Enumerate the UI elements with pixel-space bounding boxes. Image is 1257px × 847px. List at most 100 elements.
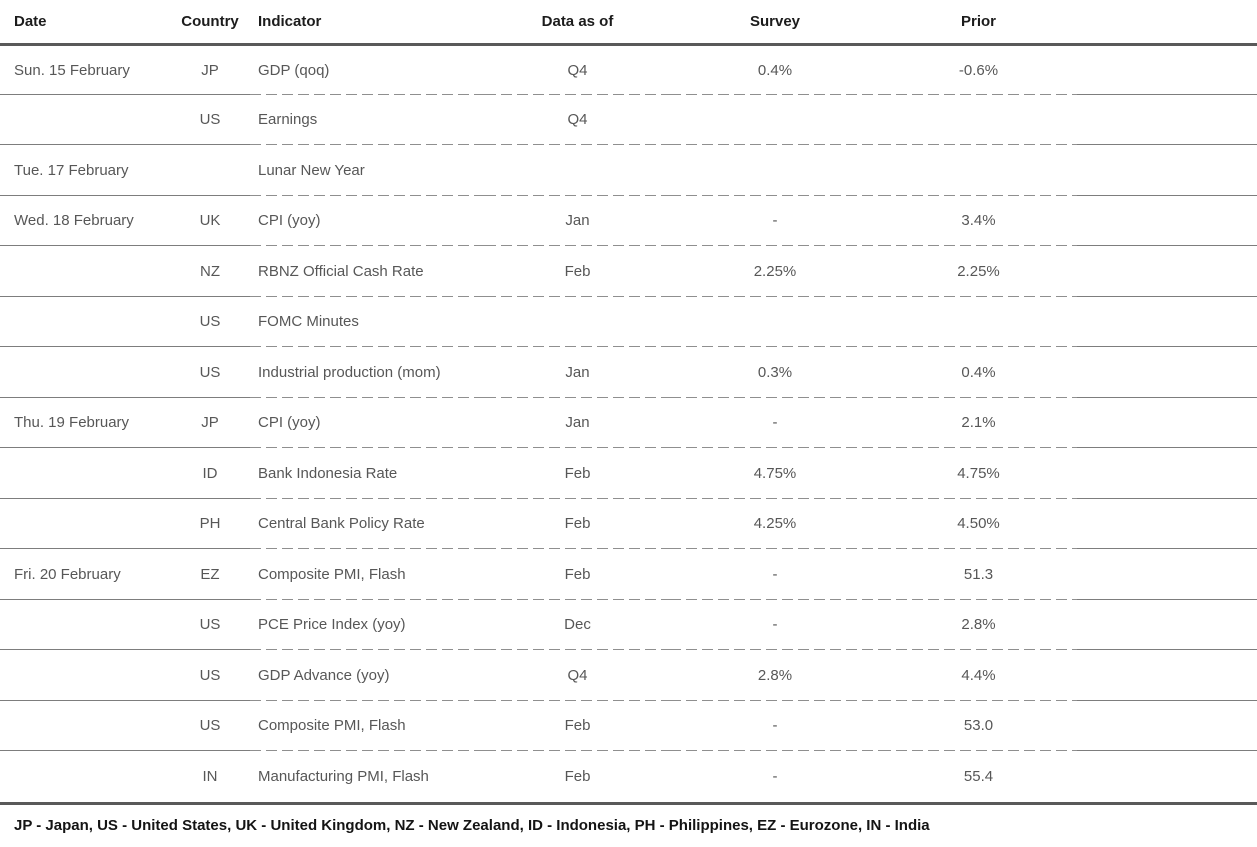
cell-indicator: Composite PMI, Flash <box>250 700 485 751</box>
table-row: US Earnings Q4 <box>0 94 1257 145</box>
cell-data-as-of: Feb <box>485 549 670 600</box>
cell-country: ID <box>170 448 250 499</box>
cell-indicator: Earnings <box>250 94 485 145</box>
cell-survey: - <box>670 549 880 600</box>
country-code-legend: JP - Japan, US - United States, UK - Uni… <box>0 801 1257 847</box>
cell-country: UK <box>170 195 250 246</box>
cell-filler <box>1077 549 1257 600</box>
table-row: NZ RBNZ Official Cash Rate Feb 2.25% 2.25% <box>0 246 1257 297</box>
cell-date: Wed. 18 February <box>0 195 170 246</box>
cell-date <box>0 94 170 145</box>
cell-date <box>0 751 170 802</box>
cell-indicator: CPI (yoy) <box>250 195 485 246</box>
cell-indicator: Manufacturing PMI, Flash <box>258 767 429 785</box>
cell-survey: - <box>670 599 880 650</box>
cell-data-as-of: Q4 <box>485 44 670 95</box>
cell-survey: 0.3% <box>670 347 880 398</box>
cell-filler <box>1077 347 1257 398</box>
cell-country: JP <box>170 397 250 448</box>
column-header-filler <box>1077 0 1257 46</box>
table-row: US FOMC Minutes <box>0 296 1257 347</box>
cell-prior: 4.75% <box>880 448 1077 499</box>
header-row: Date Country Indicator Data as of Survey… <box>0 0 1257 46</box>
table-row: Fri. 20 February EZ Composite PMI, Flash Fe… <box>0 549 1257 600</box>
cell-country: JP <box>170 44 250 95</box>
cell-prior: 2.25% <box>880 246 1077 297</box>
cell-date <box>0 347 170 398</box>
cell-filler <box>1077 94 1257 145</box>
cell-country: US <box>170 700 250 751</box>
cell-survey: 4.75% <box>670 448 880 499</box>
table-row: Sun. 15 February JP GDP (qoq) Q4 0.4% -0.6% <box>0 44 1257 95</box>
cell-survey: 2.25% <box>670 246 880 297</box>
table-row: US PCE Price Index (yoy) Dec -2.8% <box>0 599 1257 650</box>
cell-filler <box>1077 599 1257 650</box>
cell-indicator: Central Bank Policy Rate <box>250 498 485 549</box>
cell-data-as-of: Q4 <box>485 94 670 145</box>
cell-country: US <box>170 650 250 701</box>
cell-survey: - <box>670 195 880 246</box>
cell-date <box>0 650 170 701</box>
cell-prior: 51.3 <box>880 549 1077 600</box>
cell-filler <box>1077 751 1257 802</box>
column-header-survey: Survey <box>670 0 880 46</box>
cell-survey: - <box>670 700 880 751</box>
cell-indicator: GDP Advance (yoy) <box>250 650 485 701</box>
cell-country: IN <box>202 767 218 785</box>
table-row: Tue. 17 February Lunar New Year <box>0 145 1257 196</box>
column-header-date: Date <box>0 0 170 46</box>
cell-date: Tue. 17 February <box>0 145 170 196</box>
cell-prior: 2.1% <box>880 397 1077 448</box>
table-row: Wed. 18 February UK CPI (yoy) Jan -3.4% <box>0 195 1257 246</box>
cell-survey <box>670 296 880 347</box>
cell-indicator: CPI (yoy) <box>250 397 485 448</box>
cell-survey: - <box>670 397 880 448</box>
cell-data-as-of: Jan <box>485 347 670 398</box>
table-row: US Industrial production (mom) Jan 0.3% 0.4% <box>0 347 1257 398</box>
cell-filler <box>1077 195 1257 246</box>
cell-filler <box>1077 650 1257 701</box>
cell-country: US <box>170 296 250 347</box>
cell-country: PH <box>170 498 250 549</box>
table-row: US GDP Advance (yoy) Q4 2.8% 4.4% <box>0 650 1257 701</box>
table-row: ID Bank Indonesia Rate Feb 4.75% 4.75% <box>0 448 1257 499</box>
cell-country: US <box>170 94 250 145</box>
cell-indicator: Bank Indonesia Rate <box>250 448 485 499</box>
cell-survey: - <box>772 767 778 785</box>
cell-indicator: Industrial production (mom) <box>250 347 485 398</box>
cell-data-as-of: Feb <box>485 448 670 499</box>
cell-country: NZ <box>170 246 250 297</box>
cell-prior: 0.4% <box>880 347 1077 398</box>
cell-survey <box>670 145 880 196</box>
cell-data-as-of: Feb <box>485 498 670 549</box>
cell-indicator: PCE Price Index (yoy) <box>250 599 485 650</box>
column-header-data-as-of: Data as of <box>485 0 670 46</box>
cell-date <box>0 296 170 347</box>
cell-date <box>0 498 170 549</box>
table-row: US Composite PMI, Flash Feb -53.0 <box>0 700 1257 751</box>
cell-prior: 2.8% <box>880 599 1077 650</box>
cell-filler <box>1077 448 1257 499</box>
cell-prior <box>880 94 1077 145</box>
cell-prior: 4.50% <box>880 498 1077 549</box>
cell-data-as-of: Jan <box>485 397 670 448</box>
cell-filler <box>1077 397 1257 448</box>
cell-data-as-of: Q4 <box>485 650 670 701</box>
column-header-country: Country <box>170 0 250 46</box>
cell-date <box>0 700 170 751</box>
cell-survey: 2.8% <box>670 650 880 701</box>
cell-country: US <box>170 347 250 398</box>
cell-date <box>0 448 170 499</box>
cell-data-as-of: Feb <box>485 246 670 297</box>
cell-filler <box>1077 700 1257 751</box>
column-header-indicator: Indicator <box>250 0 485 46</box>
cell-date <box>0 599 170 650</box>
cell-country <box>170 145 250 196</box>
cell-data-as-of: Dec <box>485 599 670 650</box>
cell-prior: 53.0 <box>880 700 1077 751</box>
cell-data-as-of: Jan <box>485 195 670 246</box>
column-header-prior: Prior <box>880 0 1077 46</box>
cell-indicator: Composite PMI, Flash <box>250 549 485 600</box>
cell-date <box>0 246 170 297</box>
